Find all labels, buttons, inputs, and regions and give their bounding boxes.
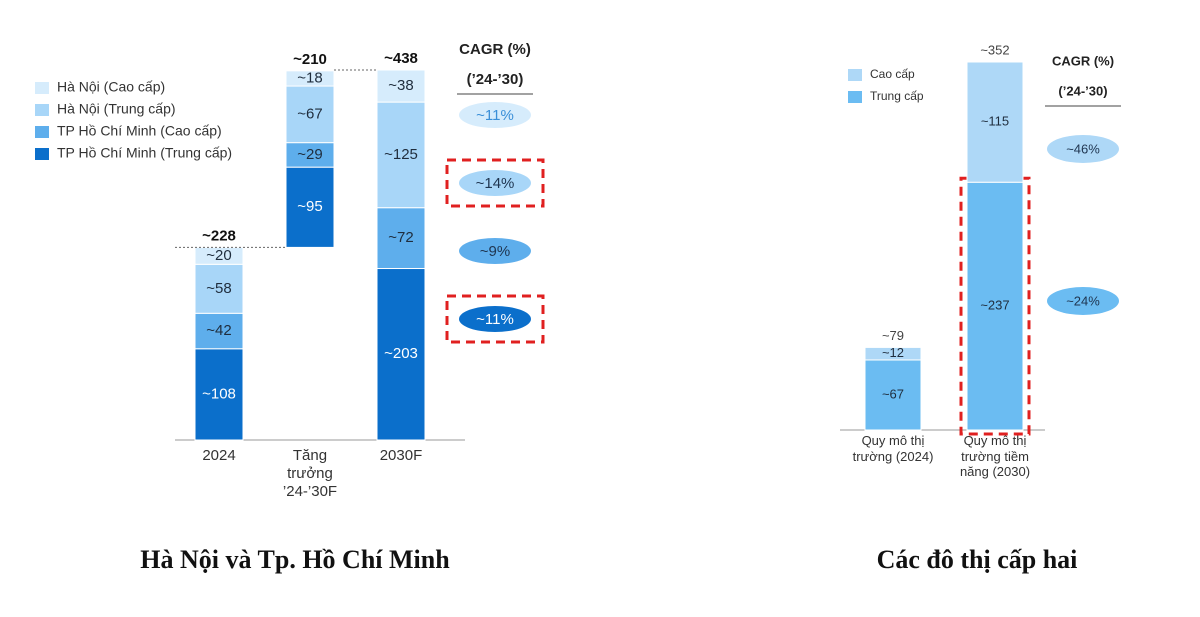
cagr-label: ~11% xyxy=(476,311,514,328)
chart-title: Các đô thị cấp hai xyxy=(876,545,1078,574)
value-label: ~42 xyxy=(206,322,231,339)
x-tick-label: 2030F xyxy=(379,447,423,464)
value-label: ~58 xyxy=(206,280,231,297)
legend-label: TP Hồ Chí Minh (Trung cấp) xyxy=(57,145,232,161)
x-tick-label: Quy mô thị trường (2024) xyxy=(852,433,934,464)
legend-swatch xyxy=(35,104,49,116)
value-label: ~20 xyxy=(206,247,231,264)
bar-segment xyxy=(285,142,335,168)
cagr-subtitle: (’24-’30) xyxy=(467,71,524,88)
bar-segment xyxy=(376,268,426,441)
bar-segment xyxy=(285,166,335,248)
highlight-box xyxy=(445,294,545,344)
value-label: ~67 xyxy=(297,105,322,122)
total-label: ~438 xyxy=(384,50,418,67)
value-label: ~125 xyxy=(384,146,418,163)
highlight-box xyxy=(445,158,545,208)
cagr-bubble xyxy=(459,102,531,128)
legend-label: Trung cấp xyxy=(870,89,924,103)
legend-swatch xyxy=(35,148,49,160)
bar-segment xyxy=(285,85,335,144)
total-label: ~352 xyxy=(980,42,1009,57)
value-label: ~72 xyxy=(388,229,413,246)
total-label: ~79 xyxy=(882,328,904,343)
cagr-bubble xyxy=(1047,287,1119,315)
value-label: ~203 xyxy=(384,345,418,362)
cagr-bubble xyxy=(459,238,531,264)
bar-segment xyxy=(194,312,244,350)
value-label: ~18 xyxy=(297,69,322,86)
legend-label: Cao cấp xyxy=(870,67,915,81)
cagr-bubble xyxy=(459,306,531,332)
value-label: ~115 xyxy=(981,114,1009,129)
bar-segment xyxy=(376,207,426,270)
legend-label: Hà Nội (Cao cấp) xyxy=(57,79,165,95)
legend-swatch xyxy=(848,69,862,81)
cagr-subtitle: (’24-’30) xyxy=(1058,83,1107,98)
x-tick-label: Tăng trưởng ’24-’30F xyxy=(282,447,338,500)
cagr-title: CAGR (%) xyxy=(459,41,531,58)
bar-segment xyxy=(864,346,922,361)
bar-segment xyxy=(376,101,426,209)
chart-title: Hà Nội và Tp. Hồ Chí Minh xyxy=(140,545,450,574)
value-label: ~237 xyxy=(980,298,1009,313)
legend-swatch xyxy=(35,126,49,138)
cagr-label: ~46% xyxy=(1066,141,1100,156)
bar-segment xyxy=(285,70,335,87)
legend-label: Hà Nội (Trung cấp) xyxy=(57,101,176,117)
value-label: ~108 xyxy=(202,385,236,402)
legend-label: TP Hồ Chí Minh (Cao cấp) xyxy=(57,123,222,139)
cagr-bubble xyxy=(1047,135,1119,163)
cagr-title: CAGR (%) xyxy=(1052,53,1114,68)
bar-segment xyxy=(966,61,1024,183)
value-label: ~29 xyxy=(297,146,322,163)
cagr-label: ~11% xyxy=(476,107,514,124)
bar-segment xyxy=(376,69,426,103)
total-label: ~210 xyxy=(293,51,327,68)
cagr-label: ~14% xyxy=(476,175,515,192)
legend-swatch xyxy=(848,91,862,103)
x-tick-label: Quy mô thị trường tiềm năng (2030) xyxy=(959,433,1031,480)
x-tick-label: 2024 xyxy=(202,447,236,464)
legend-swatch xyxy=(35,82,49,94)
value-label: ~38 xyxy=(388,77,413,94)
cagr-label: ~9% xyxy=(480,243,510,260)
cagr-bubble xyxy=(459,170,531,196)
bar-segment xyxy=(194,348,244,441)
bar-segment xyxy=(966,181,1024,431)
value-label: ~67 xyxy=(882,386,904,401)
cagr-label: ~24% xyxy=(1066,293,1100,308)
total-label: ~228 xyxy=(202,227,236,244)
value-label: ~12 xyxy=(882,345,904,360)
value-label: ~95 xyxy=(297,198,322,215)
